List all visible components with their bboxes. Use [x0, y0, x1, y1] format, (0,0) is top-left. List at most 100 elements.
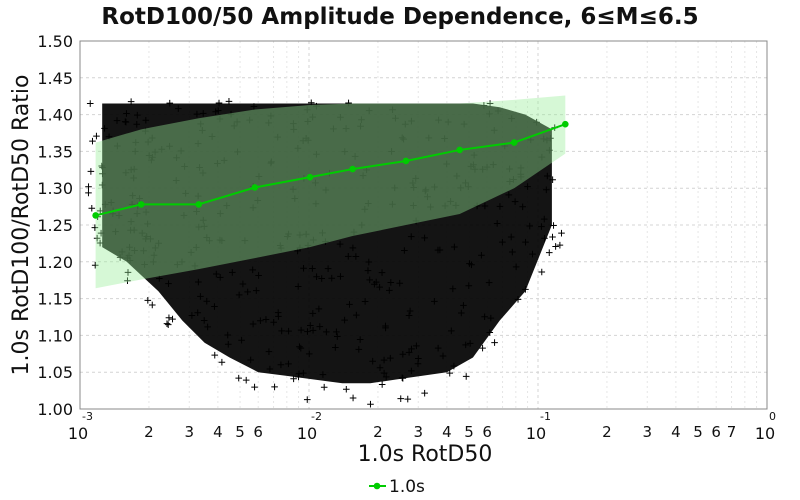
- y-axis-label: 1.0s RotD100/RotD50 Ratio: [9, 75, 34, 376]
- scatter-point: [401, 120, 409, 128]
- scatter-point: [114, 142, 121, 150]
- scatter-point: [505, 191, 513, 199]
- scatter-point: [278, 327, 285, 335]
- scatter-point: [387, 354, 394, 362]
- scatter-point: [274, 133, 281, 141]
- scatter-point: [133, 210, 141, 217]
- scatter-point: [112, 228, 119, 235]
- scatter-point: [180, 212, 188, 219]
- scatter-point: [547, 134, 554, 142]
- x-minor-tick-label: 5: [464, 423, 474, 441]
- scatter-point: [517, 164, 525, 172]
- scatter-point: [480, 102, 488, 109]
- scatter-point: [148, 301, 156, 309]
- scatter-point: [122, 169, 130, 177]
- scatter-point: [457, 184, 464, 192]
- x-tick-exponent: -1: [540, 410, 551, 423]
- scatter-point: [470, 161, 477, 169]
- scatter-point: [131, 247, 138, 254]
- scatter-point: [199, 169, 207, 177]
- scatter-point: [130, 165, 138, 173]
- scatter-point: [148, 156, 155, 164]
- scatter-point: [101, 125, 108, 132]
- scatter-point: [195, 278, 202, 286]
- scatter-point: [238, 336, 245, 344]
- scatter-point: [244, 288, 251, 296]
- scatter-point: [453, 172, 461, 180]
- y-tick-label: 1.05: [37, 363, 73, 382]
- scatter-point: [267, 159, 275, 167]
- scatter-point: [138, 229, 146, 237]
- series-point: [251, 184, 259, 191]
- scatter-point: [486, 329, 494, 336]
- scatter-point: [434, 344, 442, 352]
- x-minor-tick-label: 2: [144, 423, 154, 441]
- scatter-point: [524, 183, 531, 190]
- legend: 1.0s: [369, 477, 425, 497]
- scatter-point: [193, 110, 201, 118]
- scatter-point: [320, 383, 328, 391]
- scatter-markers: [85, 98, 565, 408]
- scatter-point: [396, 279, 404, 287]
- scatter-point: [346, 301, 353, 308]
- scatter-point: [533, 118, 540, 126]
- scatter-point: [257, 317, 264, 325]
- y-axis: 1.00 1.05 1.10 1.15 1.20 1.25 1.30 1.35 1.40 1.45…: [37, 32, 73, 419]
- scatter-point: [313, 102, 320, 110]
- chart-title: RotD100/50 Amplitude Dependence, 6≤M≤6.5: [101, 4, 698, 30]
- scatter-point: [398, 374, 406, 382]
- scatter-point: [178, 258, 186, 266]
- x-tick-exponent: -2: [311, 410, 322, 423]
- scatter-point: [358, 221, 366, 229]
- scatter-point: [514, 296, 522, 303]
- scatter-point: [543, 186, 550, 194]
- scatter-point: [414, 360, 422, 368]
- scatter-point: [127, 166, 135, 174]
- scatter-point: [328, 274, 336, 282]
- scatter-point: [242, 376, 250, 384]
- scatter-point: [149, 153, 156, 161]
- series-point: [195, 201, 203, 208]
- scatter-point: [249, 320, 257, 328]
- scatter-point: [123, 110, 130, 117]
- scatter-point: [182, 190, 189, 197]
- scatter-point: [121, 118, 129, 125]
- scatter-point: [466, 260, 473, 267]
- scatter-cloud: [102, 103, 552, 384]
- scatter-point: [483, 163, 491, 171]
- x-minor-tick-label: 4: [442, 423, 452, 441]
- scatter-point: [323, 328, 330, 336]
- scatter-point: [142, 208, 150, 216]
- scatter-point: [435, 116, 442, 124]
- scatter-point: [319, 371, 327, 378]
- y-tick-label: 1.30: [37, 179, 73, 198]
- scatter-point: [399, 374, 407, 382]
- scatter-point: [85, 183, 92, 190]
- scatter-point: [431, 183, 438, 191]
- scatter-point: [310, 236, 317, 244]
- scatter-point: [191, 262, 199, 270]
- scatter-point: [412, 217, 420, 225]
- scatter-point: [193, 208, 200, 215]
- scatter-point: [175, 105, 182, 112]
- scatter-point: [421, 187, 429, 195]
- scatter-point: [506, 165, 513, 173]
- scatter-point: [200, 317, 208, 324]
- scatter-point: [449, 285, 457, 293]
- scatter-point: [218, 358, 226, 366]
- scatter-point: [304, 137, 312, 144]
- scatter-point: [351, 153, 359, 160]
- scatter-point: [401, 247, 408, 254]
- x-minor-tick-label: 6: [482, 423, 492, 441]
- scatter-point: [158, 145, 166, 153]
- scatter-point: [129, 192, 136, 199]
- scatter-point: [303, 396, 311, 403]
- scatter-point: [355, 346, 363, 353]
- scatter-point: [124, 254, 131, 262]
- scatter-point: [99, 164, 106, 171]
- scatter-point: [275, 313, 282, 320]
- scatter-point: [408, 117, 415, 125]
- scatter-point: [290, 375, 297, 383]
- scatter-point: [223, 202, 231, 209]
- scatter-point: [450, 362, 458, 370]
